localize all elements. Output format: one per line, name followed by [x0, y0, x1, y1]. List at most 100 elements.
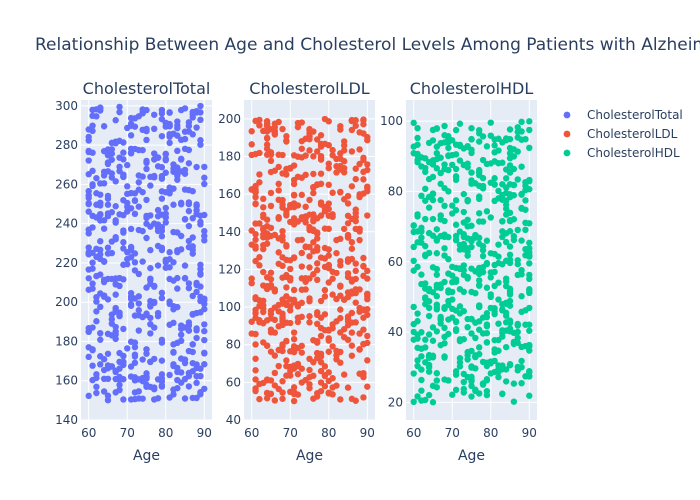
data-point[interactable]	[267, 269, 275, 276]
data-point[interactable]	[460, 219, 467, 226]
data-point[interactable]	[445, 330, 452, 338]
data-point[interactable]	[108, 139, 116, 147]
data-point[interactable]	[429, 324, 437, 331]
data-point[interactable]	[131, 197, 139, 204]
data-point[interactable]	[506, 288, 514, 295]
data-point[interactable]	[506, 243, 514, 250]
data-point[interactable]	[340, 225, 348, 233]
data-point[interactable]	[437, 320, 444, 327]
data-point[interactable]	[124, 190, 131, 198]
data-point[interactable]	[147, 276, 154, 284]
data-point[interactable]	[197, 365, 204, 372]
data-point[interactable]	[181, 275, 189, 282]
data-point[interactable]	[201, 163, 208, 171]
data-point[interactable]	[360, 154, 367, 162]
data-point[interactable]	[437, 341, 444, 349]
data-point[interactable]	[321, 255, 329, 262]
data-point[interactable]	[89, 259, 96, 266]
data-point[interactable]	[433, 328, 441, 335]
data-point[interactable]	[468, 236, 475, 243]
data-point[interactable]	[135, 179, 142, 186]
data-point[interactable]	[104, 159, 112, 166]
data-point[interactable]	[526, 118, 533, 125]
data-point[interactable]	[93, 318, 100, 325]
data-point[interactable]	[364, 184, 371, 192]
data-point[interactable]	[506, 319, 514, 327]
data-point[interactable]	[85, 148, 92, 156]
data-point[interactable]	[526, 327, 533, 334]
data-point[interactable]	[360, 117, 367, 124]
data-point[interactable]	[356, 193, 363, 201]
data-point[interactable]	[314, 354, 321, 362]
data-point[interactable]	[468, 136, 475, 143]
data-point[interactable]	[441, 324, 448, 332]
data-point[interactable]	[143, 220, 150, 227]
data-point[interactable]	[317, 297, 325, 305]
data-point[interactable]	[166, 109, 173, 116]
data-point[interactable]	[131, 395, 139, 403]
data-point[interactable]	[174, 248, 181, 256]
data-point[interactable]	[414, 393, 421, 400]
data-point[interactable]	[325, 261, 332, 269]
data-point[interactable]	[514, 322, 521, 329]
data-point[interactable]	[360, 254, 367, 262]
data-point[interactable]	[201, 385, 208, 392]
data-point[interactable]	[252, 200, 259, 208]
data-point[interactable]	[162, 204, 169, 212]
data-point[interactable]	[479, 133, 487, 140]
data-point[interactable]	[256, 149, 263, 157]
data-point[interactable]	[283, 210, 290, 217]
data-point[interactable]	[344, 315, 352, 323]
data-point[interactable]	[468, 382, 475, 390]
data-point[interactable]	[104, 168, 112, 175]
data-point[interactable]	[410, 336, 417, 343]
data-point[interactable]	[464, 198, 471, 205]
data-point[interactable]	[162, 169, 169, 176]
data-point[interactable]	[116, 103, 123, 111]
data-point[interactable]	[263, 145, 271, 152]
data-point[interactable]	[287, 319, 294, 327]
data-point[interactable]	[263, 222, 271, 230]
data-point[interactable]	[502, 312, 510, 319]
data-point[interactable]	[177, 199, 185, 207]
data-point[interactable]	[437, 154, 444, 161]
data-point[interactable]	[425, 354, 433, 361]
data-point[interactable]	[256, 220, 263, 227]
data-point[interactable]	[170, 391, 177, 398]
data-point[interactable]	[476, 210, 483, 217]
data-point[interactable]	[93, 389, 100, 397]
data-point[interactable]	[85, 392, 92, 400]
data-point[interactable]	[290, 384, 298, 391]
data-point[interactable]	[185, 280, 193, 287]
data-point[interactable]	[429, 337, 437, 344]
data-point[interactable]	[120, 396, 127, 403]
data-point[interactable]	[127, 295, 135, 303]
data-point[interactable]	[314, 276, 321, 284]
data-point[interactable]	[468, 177, 475, 184]
data-point[interactable]	[433, 281, 441, 289]
data-point[interactable]	[487, 370, 494, 377]
data-point[interactable]	[135, 300, 142, 307]
data-point[interactable]	[112, 304, 119, 312]
data-point[interactable]	[456, 120, 464, 127]
data-point[interactable]	[487, 274, 494, 281]
data-point[interactable]	[131, 259, 139, 266]
data-point[interactable]	[135, 327, 142, 334]
data-point[interactable]	[526, 252, 533, 259]
data-point[interactable]	[441, 245, 448, 252]
data-point[interactable]	[437, 212, 444, 220]
data-point[interactable]	[283, 256, 290, 264]
data-point[interactable]	[445, 233, 452, 241]
data-point[interactable]	[410, 222, 417, 229]
data-point[interactable]	[260, 241, 267, 249]
data-point[interactable]	[472, 353, 479, 361]
data-point[interactable]	[143, 375, 150, 382]
data-point[interactable]	[170, 319, 177, 327]
data-point[interactable]	[452, 165, 460, 173]
data-point[interactable]	[464, 160, 471, 167]
data-point[interactable]	[306, 136, 313, 143]
data-point[interactable]	[452, 221, 460, 228]
data-point[interactable]	[491, 175, 498, 182]
data-point[interactable]	[356, 160, 363, 168]
data-point[interactable]	[364, 332, 371, 340]
